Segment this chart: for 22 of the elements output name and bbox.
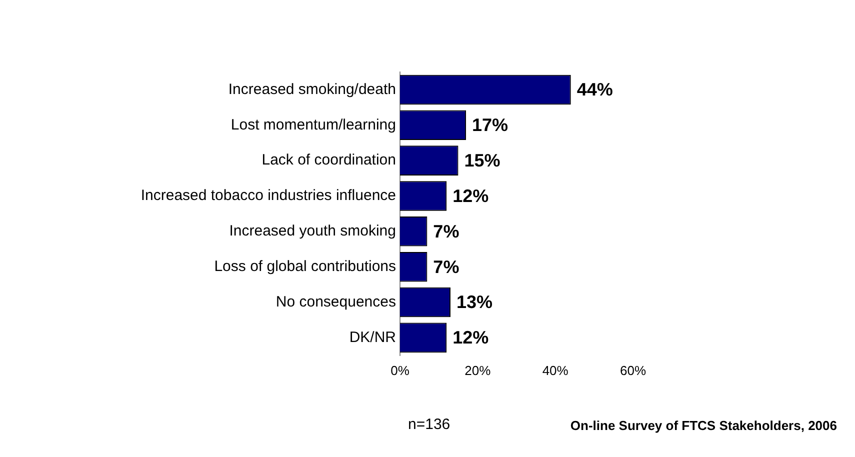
y-tick-label: Lost momentum/learning: [230, 116, 396, 134]
y-tick-label: DK/NR: [349, 328, 396, 346]
y-tick-label: No consequences: [276, 293, 396, 310]
y-tick-label: Increased youth smoking: [229, 222, 396, 240]
y-tick-label: Lack of coordination: [262, 152, 396, 169]
data-label: 7%: [433, 256, 460, 277]
text: n=136: [408, 416, 450, 433]
x-tick-label: 0%: [390, 362, 410, 378]
data-label: 7%: [433, 221, 460, 242]
data-label: 12%: [452, 328, 489, 348]
data-label: 15%: [464, 150, 500, 171]
y-tick-label: Loss of global contributions: [214, 258, 396, 275]
data-label: 12%: [452, 186, 489, 206]
data-label: 44%: [576, 80, 613, 100]
x-tick-label: 40%: [542, 362, 569, 378]
text: On-line Survey of FTCS Stakeholders, 2006: [570, 418, 837, 433]
x-tick-label: 20%: [464, 362, 492, 378]
y-tick-label: Increased tobacco industries influence: [140, 187, 396, 204]
data-label: 17%: [472, 115, 508, 136]
y-tick-label: Increased smoking/death: [228, 80, 396, 98]
data-label: 13%: [456, 292, 493, 312]
x-tick-label: 60%: [620, 362, 646, 378]
